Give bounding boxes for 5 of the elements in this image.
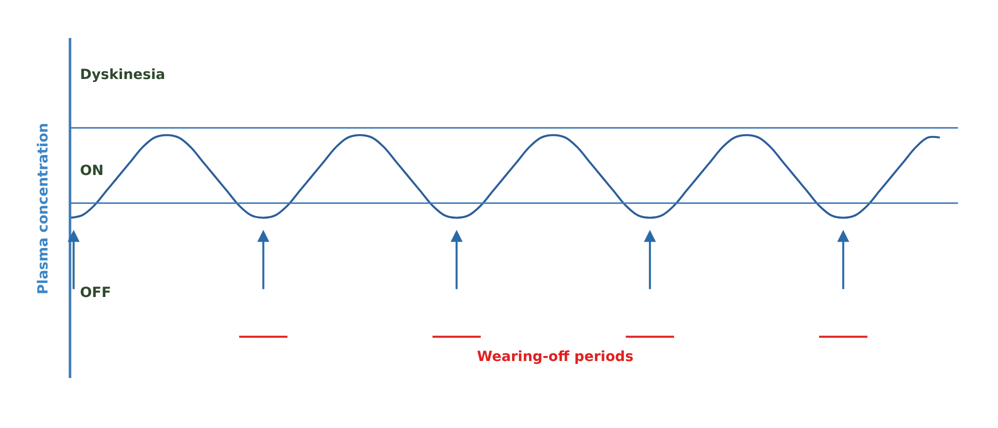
series-label: Wearing-off periods	[477, 349, 634, 365]
annotation: OFF	[80, 285, 112, 301]
y-axis-title: Plasma concentration	[35, 122, 52, 294]
text: Dyskinesia	[80, 67, 166, 83]
annotation: ON	[80, 163, 104, 179]
